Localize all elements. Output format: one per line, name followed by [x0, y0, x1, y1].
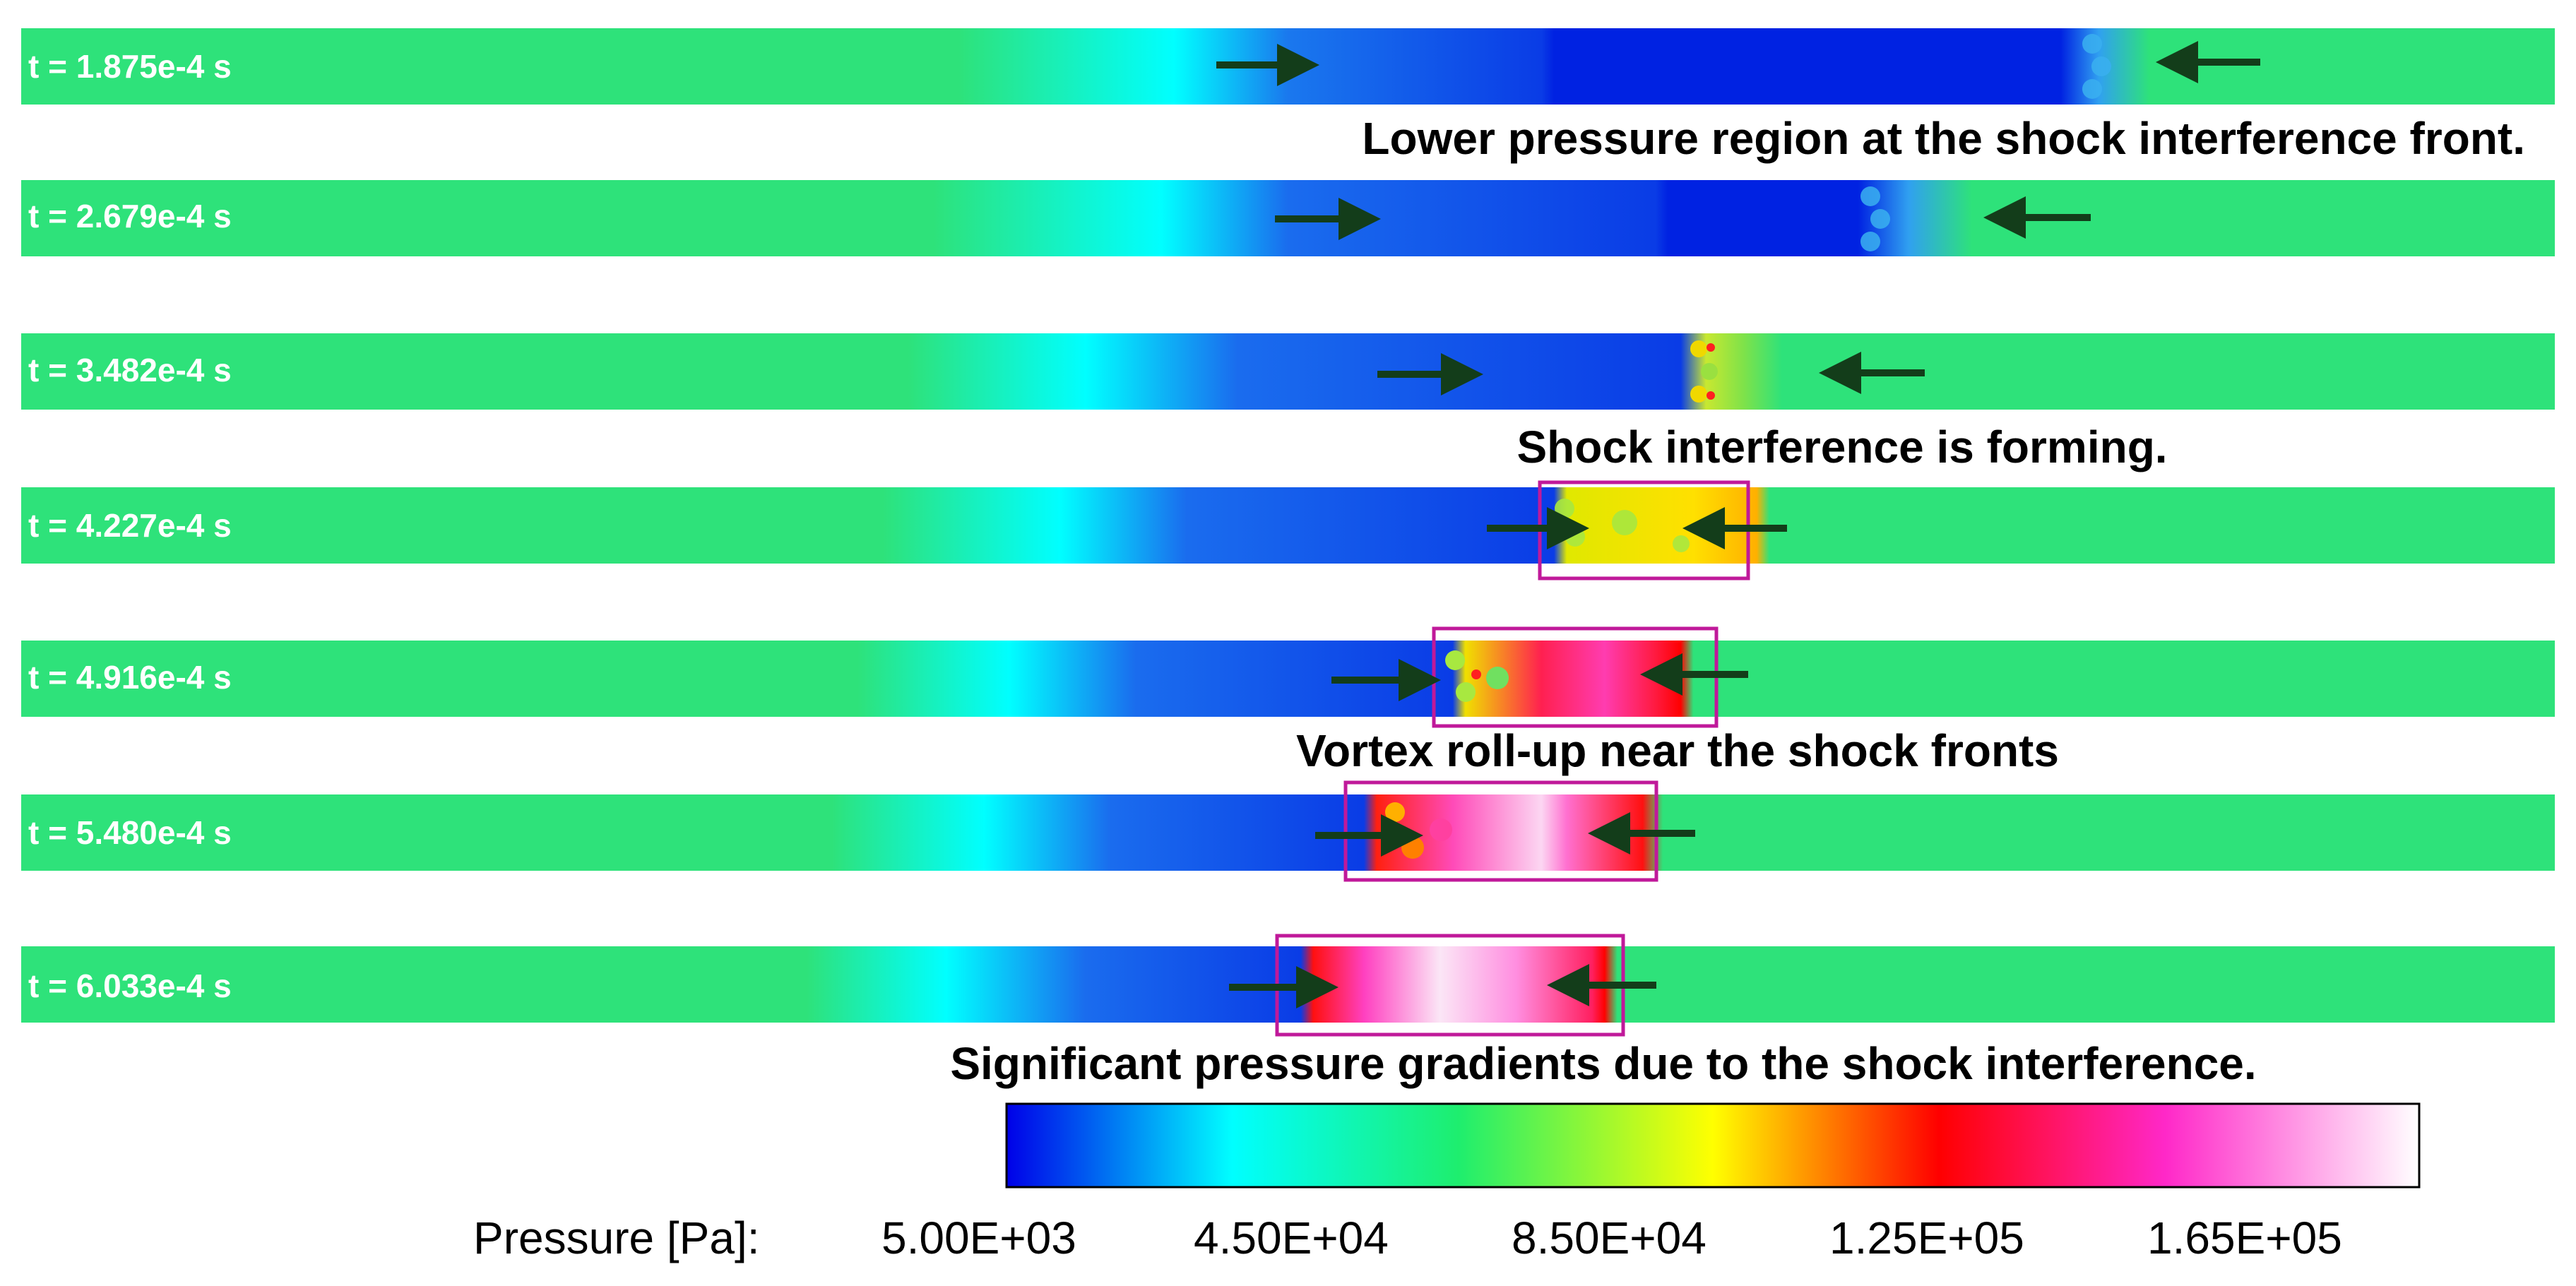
colorbar-tick-2: 4.50E+04: [1194, 1213, 1389, 1263]
time-label: t = 2.679e-4 s: [28, 198, 232, 234]
colorbar-tick-3: 8.50E+04: [1512, 1213, 1707, 1263]
vortex-structure: [1445, 650, 1509, 702]
time-label: t = 5.480e-4 s: [28, 814, 232, 851]
shock-front-structure: [1860, 186, 1890, 251]
simulation-strip: [21, 333, 2555, 410]
simulation-strip: [21, 487, 2555, 564]
colorbar: [1005, 1102, 2421, 1189]
annotation-pressure-gradients: Significant pressure gradients due to th…: [950, 1038, 2256, 1089]
colorbar-tick-1: 5.00E+03: [882, 1213, 1076, 1263]
frame-6: t = 5.480e-4 s: [21, 780, 2555, 882]
annotation-shock-forming: Shock interference is forming.: [1516, 422, 2167, 472]
frame-3: t = 3.482e-4 s: [21, 333, 2555, 410]
time-label: t = 3.482e-4 s: [28, 352, 232, 388]
shock-front-structure: [1690, 340, 1718, 403]
time-label: t = 6.033e-4 s: [28, 968, 232, 1004]
annotation-low-pressure: Lower pressure region at the shock inter…: [1362, 113, 2525, 164]
time-label: t = 4.916e-4 s: [28, 659, 232, 696]
colorbar-title: Pressure [Pa]:: [473, 1213, 760, 1263]
frame-2: t = 2.679e-4 s: [21, 180, 2555, 256]
frame-1: t = 1.875e-4 s: [21, 28, 2555, 105]
colorbar-tick-5: 1.65E+05: [2147, 1213, 2342, 1263]
frame-4: t = 4.227e-4 s: [21, 480, 2555, 581]
simulation-strip: [21, 641, 2555, 717]
simulation-strip: [21, 794, 2555, 871]
time-label: t = 1.875e-4 s: [28, 48, 232, 85]
frame-5: t = 4.916e-4 s: [21, 626, 2555, 728]
shock-front-structure: [2082, 34, 2111, 99]
colorbar-tick-4: 1.25E+05: [1829, 1213, 2024, 1263]
time-label: t = 4.227e-4 s: [28, 507, 232, 544]
frame-7: t = 6.033e-4 s: [21, 934, 2555, 1037]
annotation-vortex-rollup: Vortex roll-up near the shock fronts: [1296, 725, 2059, 776]
